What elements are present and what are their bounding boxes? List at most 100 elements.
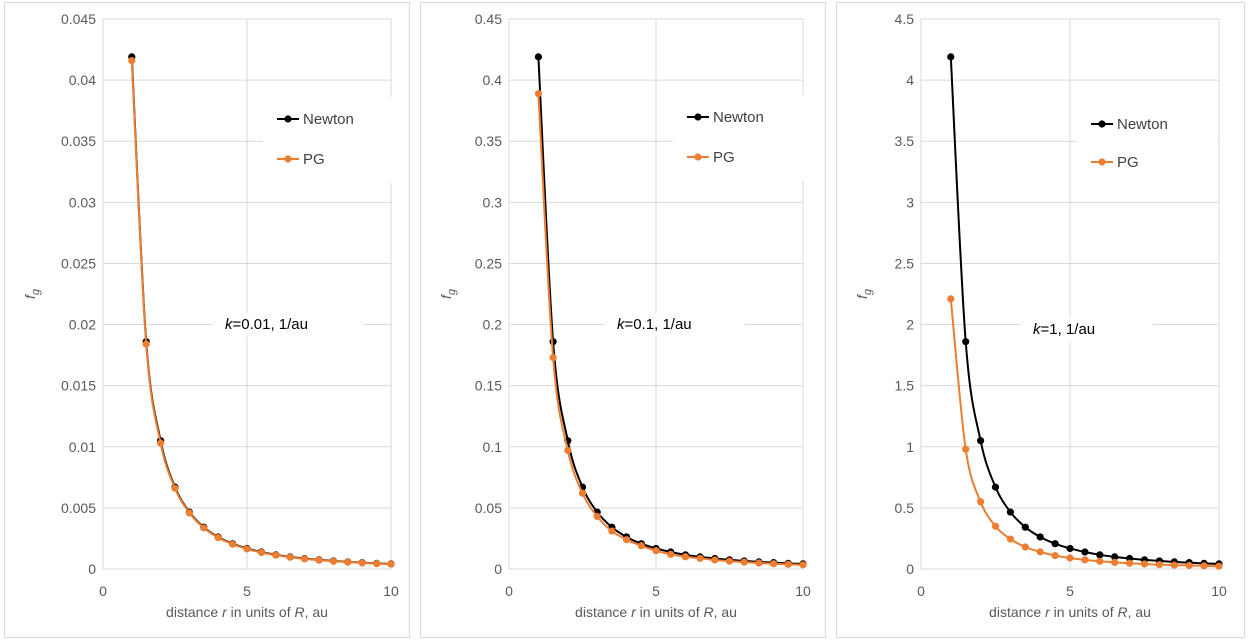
legend-label-pg: PG [303, 151, 325, 168]
x-axis-title-part: in units of [227, 604, 295, 620]
y-tick-label: 4 [906, 72, 914, 88]
data-point-pg [142, 340, 150, 348]
data-point-pg [1006, 535, 1014, 543]
data-point-pg [549, 353, 557, 362]
y-axis-title: fg [438, 288, 458, 299]
legend-background [673, 95, 813, 181]
data-point-newton [534, 53, 542, 61]
y-axis-title-subscript: g [862, 288, 874, 295]
annotation-background [1021, 318, 1153, 342]
chart-panel-1: 0 0.005 0.01 0.015 0.02 0.025 0.03 0.035 0.04 0.0… [4, 2, 410, 638]
x-axis-title-part: distance [989, 604, 1045, 620]
data-point-newton [1096, 551, 1104, 559]
data-point-pg [1200, 562, 1208, 570]
x-axis-title-part: in units of [636, 604, 704, 620]
data-point-pg [1185, 561, 1193, 570]
x-tick-label: 5 [1066, 583, 1074, 599]
data-point-pg [272, 551, 280, 559]
y-tick-label: 0.5 [895, 500, 915, 516]
data-point-pg [157, 439, 165, 447]
data-point-pg [1036, 548, 1044, 556]
y-tick-label: 0.005 [61, 500, 96, 516]
y-tick-label: 0.15 [475, 378, 502, 394]
data-point-newton [991, 483, 1000, 491]
y-tick-label: 1.5 [895, 378, 915, 394]
k-symbol: k [225, 316, 234, 333]
x-axis-title-part: r [222, 604, 228, 620]
data-point-pg [329, 557, 337, 565]
y-tick-label: 0.35 [475, 133, 502, 149]
data-point-newton [1021, 523, 1029, 531]
legend-swatch-marker [1098, 120, 1106, 128]
data-point-newton [1111, 553, 1119, 561]
data-point-pg [1081, 556, 1089, 564]
data-point-newton [1051, 540, 1059, 548]
data-point-pg [1140, 560, 1149, 568]
y-axis-title: fg [854, 288, 874, 299]
data-point-pg [770, 560, 778, 568]
data-point-pg [681, 553, 689, 561]
legend-label-pg: PG [713, 149, 735, 166]
x-axis-title-part: R [1117, 604, 1127, 620]
x-axis-title-part: r [631, 604, 637, 620]
y-tick-label: 0.035 [61, 133, 96, 149]
legend-label-newton: Newton [713, 109, 764, 126]
data-point-pg [623, 536, 631, 544]
y-tick-label: 0.1 [483, 439, 503, 455]
data-point-newton [549, 338, 557, 346]
x-tick-label: 10 [383, 583, 399, 599]
data-point-pg [608, 527, 616, 535]
y-tick-label: 0.025 [61, 255, 96, 271]
y-axis-title-main: f [438, 293, 454, 299]
data-point-newton [962, 338, 970, 346]
legend-label-newton: Newton [1117, 116, 1168, 133]
y-tick-label: 3.5 [895, 133, 915, 149]
y-axis-title: fg [22, 288, 42, 299]
x-tick-label: 10 [1211, 583, 1227, 599]
chart-svg-3: 0 0.5 1 1.5 2 2.5 3 3.5 4 4.5 0 5 10 k=1, 1/au Newton P… [854, 11, 1227, 620]
x-axis-title-part: in units of [1050, 604, 1118, 620]
y-axis-title-subscript: g [30, 288, 42, 295]
y-tick-label: 0.2 [483, 317, 503, 333]
data-point-pg [200, 524, 208, 532]
chart-panel-2: 0 0.05 0.1 0.15 0.2 0.25 0.3 0.35 0.4 0.45 0 5 10 k=0… [420, 2, 826, 638]
y-axis-title-subscript: g [446, 288, 458, 295]
y-tick-label: 0.015 [61, 378, 96, 394]
data-point-newton [1006, 508, 1014, 516]
y-tick-label: 4.5 [895, 11, 915, 27]
y-tick-label: 3 [906, 194, 914, 210]
data-point-pg [315, 556, 323, 564]
data-point-pg [243, 545, 251, 553]
data-point-pg [344, 558, 352, 566]
data-point-pg [740, 558, 748, 566]
data-point-pg [652, 547, 660, 555]
data-point-pg [1111, 558, 1119, 567]
k-symbol: k [617, 316, 626, 333]
data-point-pg [667, 550, 675, 558]
data-point-pg [171, 484, 179, 492]
data-point-pg [373, 560, 381, 568]
x-axis-title-part: distance [575, 604, 631, 620]
y-tick-label: 0 [494, 561, 502, 577]
data-point-pg [286, 553, 294, 561]
data-point-pg [962, 445, 970, 453]
data-point-pg [784, 560, 792, 568]
k-annotation: k=1, 1/au [1033, 321, 1095, 338]
x-tick-label: 5 [652, 583, 660, 599]
data-point-pg [755, 559, 763, 567]
legend-swatch-marker [694, 113, 702, 121]
x-axis-title-part: R [294, 604, 304, 620]
y-tick-label: 0.25 [475, 255, 502, 271]
x-tick-label: 10 [795, 583, 811, 599]
k-symbol: k [1033, 321, 1042, 338]
data-point-pg [977, 498, 985, 506]
y-tick-label: 0.01 [69, 439, 96, 455]
data-point-pg [578, 489, 587, 497]
y-axis-title-main: f [22, 293, 38, 299]
legend-background [1077, 102, 1217, 188]
chart-svg-1: 0 0.005 0.01 0.015 0.02 0.025 0.03 0.035 0.04 0.0… [22, 11, 403, 620]
data-point-newton [1066, 544, 1074, 553]
legend-background [263, 97, 403, 183]
x-axis-title: distance r in units of R, au [166, 604, 328, 620]
data-point-pg [947, 295, 955, 303]
